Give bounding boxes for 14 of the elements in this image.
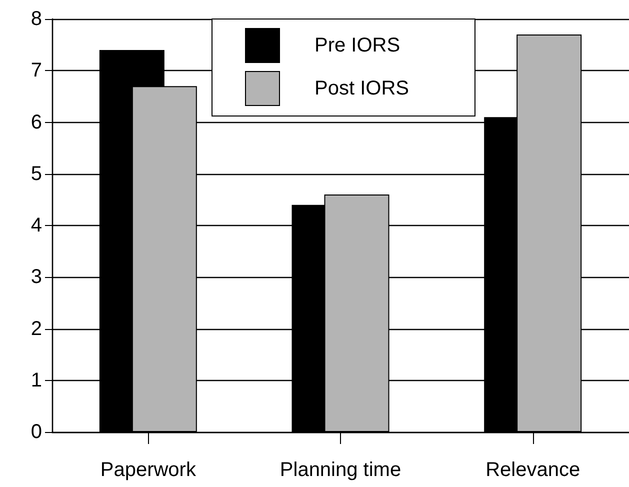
- y-tick-label: 3: [30, 266, 42, 288]
- y-tick-label: 7: [30, 60, 42, 82]
- x-tick-label: Paperwork: [100, 459, 197, 481]
- y-tick-label: 0: [30, 421, 42, 443]
- y-tick-label: 1: [30, 369, 42, 392]
- x-tick-label: Relevance: [486, 459, 580, 481]
- y-tick-label: 6: [30, 111, 42, 134]
- y-tick-label: 8: [30, 8, 42, 30]
- y-tick-label: 2: [30, 318, 42, 340]
- legend-label: Pre IORS: [314, 34, 400, 56]
- x-tick-label: Planning time: [280, 459, 402, 481]
- y-tick-label: 4: [30, 214, 42, 236]
- y-tick-label: 5: [30, 162, 42, 185]
- legend-label: Post IORS: [314, 78, 409, 100]
